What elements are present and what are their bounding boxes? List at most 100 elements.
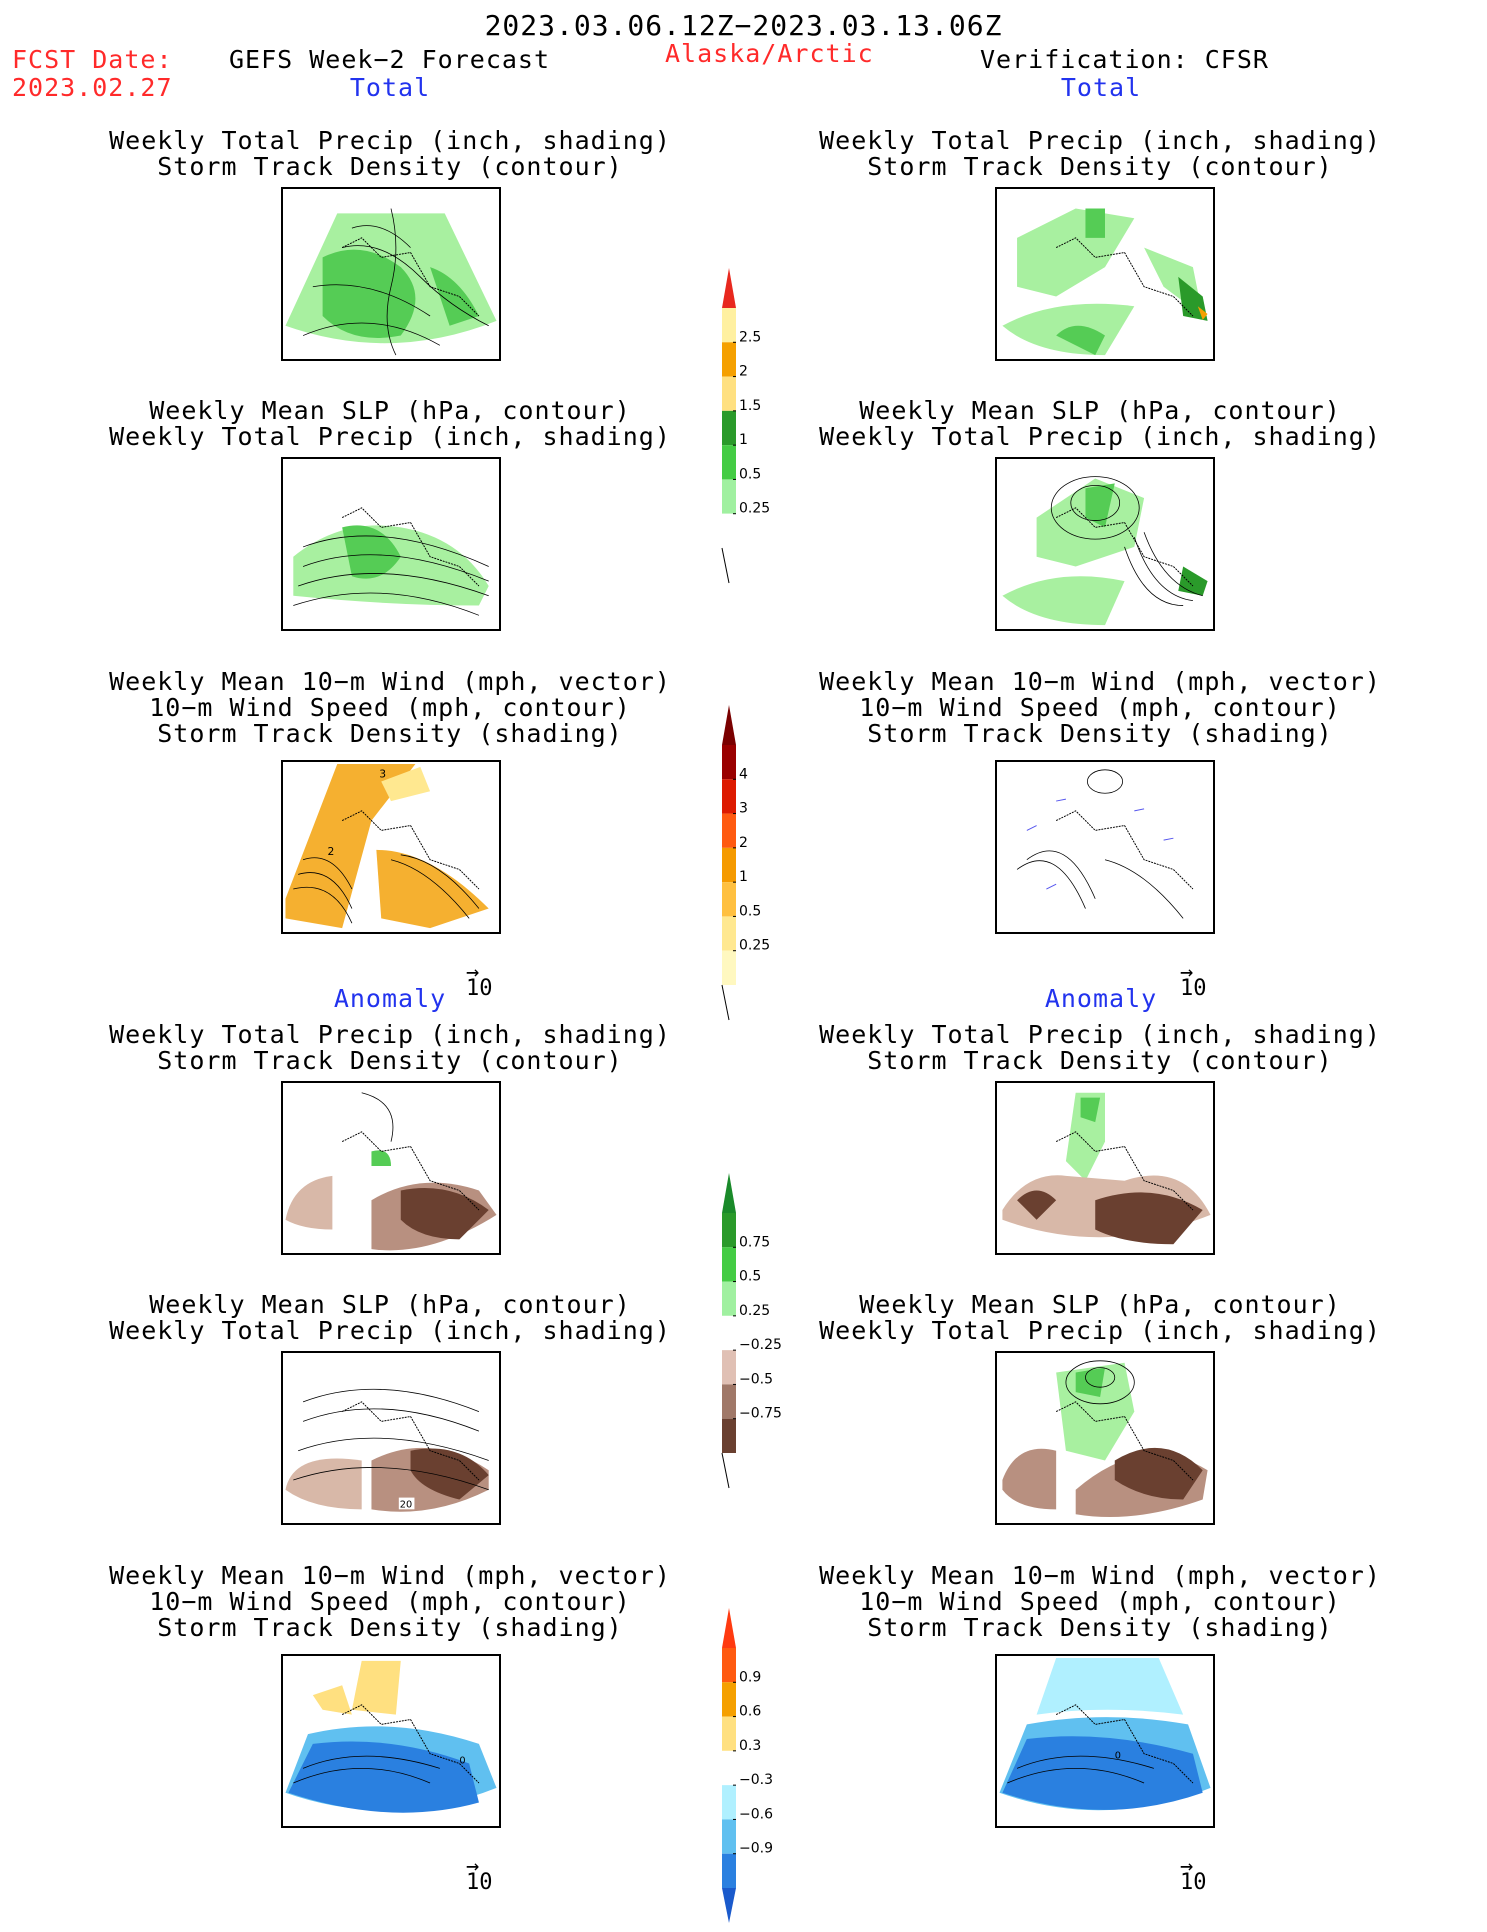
colorbar-label: −0.6 — [739, 1806, 773, 1822]
colorbar-segment — [722, 342, 736, 377]
alaska-map — [999, 208, 1211, 356]
colorbar-label: 0.5 — [739, 903, 761, 919]
region-label: Alaska/Arctic — [665, 39, 874, 68]
panel-title: Storm Track Density (contour) — [867, 152, 1333, 181]
panel-title: Weekly Mean SLP (hPa, contour) — [149, 1290, 631, 1319]
colorbar-segment — [722, 1819, 736, 1854]
map-panel-precip-storm-anom-cfsr — [995, 1081, 1215, 1255]
colorbar-label: 0.25 — [739, 1303, 770, 1319]
colorbar-label: 0.3 — [739, 1738, 761, 1754]
alaska-map — [285, 208, 497, 356]
panel-title: Weekly Total Precip (inch, shading) — [819, 1020, 1381, 1049]
colorbar-label: 1 — [739, 869, 748, 885]
panel-title: Weekly Total Precip (inch, shading) — [109, 126, 671, 155]
panel-title: Weekly Total Precip (inch, shading) — [109, 1316, 671, 1345]
colorbar-segment — [722, 1716, 736, 1751]
panel-title: Weekly Total Precip (inch, shading) — [109, 1020, 671, 1049]
colorbar-segment — [722, 1213, 736, 1248]
colorbar-segment — [722, 513, 736, 548]
colorbar-label: −0.9 — [739, 1841, 773, 1857]
map-panel-slp-precip-total-cfsr — [995, 457, 1215, 631]
colorbar-segment — [722, 1281, 736, 1316]
colorbar-svg: 0.75 0.5 0.25 −0.25 −0.5 −0.75 — [721, 1173, 782, 1489]
colorbar-label: 0.25 — [739, 938, 770, 954]
colorbar-label: 1 — [739, 432, 748, 448]
colorbar-segment — [722, 1418, 736, 1453]
panel-title: Weekly Total Precip (inch, shading) — [109, 422, 671, 451]
alaska-map: 3 2 — [285, 763, 497, 929]
colorbar-bottom-cap — [721, 984, 730, 1021]
vector-ref-arrow: → — [466, 1854, 480, 1879]
alaska-map — [999, 1360, 1211, 1517]
contour-label: 3 — [379, 768, 386, 781]
map-panel-slp-precip-anom-cfsr — [995, 1351, 1215, 1525]
contour-label: 20 — [400, 1499, 412, 1510]
vector-ref-label: 10 — [466, 1870, 493, 1895]
alaska-map: 0 — [285, 1657, 497, 1813]
map-panel-slp-precip-anom-gefs: 20 — [281, 1351, 501, 1525]
panel-title: Storm Track Density (contour) — [867, 1046, 1333, 1075]
left-column-title: GEFS Week−2 Forecast — [229, 45, 551, 74]
right-column-title: Verification: CFSR — [980, 45, 1269, 74]
panel-title: Storm Track Density (contour) — [157, 152, 623, 181]
alaska-map: 0 — [999, 1657, 1211, 1811]
panel-title: Storm Track Density (contour) — [157, 1046, 623, 1075]
fcst-date-value: 2023.02.27 — [12, 73, 173, 102]
colorbar-segment — [722, 1785, 736, 1820]
colorbar-label: 0.25 — [739, 501, 770, 517]
colorbar-label: 0.9 — [739, 1669, 761, 1685]
colorbar-segment — [722, 1247, 736, 1282]
colorbar-segment — [722, 445, 736, 480]
vector-ref-label: 10 — [466, 976, 493, 1001]
colorbar-label: 3 — [739, 801, 748, 817]
panel-title: Weekly Mean 10−m Wind (mph, vector) — [819, 1561, 1381, 1590]
colorbar-storm-total: 4 3 2 1 0.5 0.25 — [721, 705, 802, 1029]
map-panel-wind-total-gefs: 3 2 — [281, 760, 501, 934]
colorbar-label: 0.5 — [739, 1269, 761, 1285]
colorbar-svg: 4 3 2 1 0.5 0.25 — [721, 705, 770, 1021]
colorbar-top-cap — [722, 268, 736, 308]
panel-title: Weekly Mean SLP (hPa, contour) — [859, 1290, 1341, 1319]
colorbar-label: −0.5 — [739, 1371, 773, 1387]
panel-title: 10−m Wind Speed (mph, contour) — [859, 693, 1341, 722]
colorbar-segment — [722, 1350, 736, 1385]
colorbar-segment — [722, 745, 736, 780]
colorbar-segment — [722, 916, 736, 951]
colorbar-segment — [722, 882, 736, 917]
colorbar-svg: 0.9 0.6 0.3 −0.3 −0.6 −0.9 — [722, 1608, 773, 1923]
section-anomaly-left: Anomaly — [333, 984, 447, 1013]
contour-label: 2 — [327, 845, 334, 858]
colorbar-top-cap — [722, 1173, 736, 1213]
panel-title: Weekly Mean 10−m Wind (mph, vector) — [109, 667, 671, 696]
colorbar-precip-anom: 0.75 0.5 0.25 −0.25 −0.5 −0.75 — [721, 1173, 802, 1497]
panel-title: Storm Track Density (shading) — [157, 1613, 623, 1642]
colorbar-bottom-cap — [721, 1452, 730, 1489]
contour-label: 0 — [1115, 1751, 1121, 1762]
colorbar-segment — [722, 1315, 736, 1351]
colorbar-label: 0.5 — [739, 466, 761, 482]
panel-title: Weekly Total Precip (inch, shading) — [819, 422, 1381, 451]
colorbar-segment — [722, 1853, 736, 1888]
panel-title: Storm Track Density (shading) — [867, 1613, 1333, 1642]
colorbar-top-cap — [722, 1608, 736, 1648]
colorbar-segment — [722, 779, 736, 814]
colorbar-label: 2.5 — [739, 329, 761, 345]
colorbar-label: −0.75 — [739, 1406, 782, 1422]
alaska-map: 20 — [285, 1377, 497, 1512]
colorbar-svg: 2.5 2 1.5 1 0.5 0.25 — [721, 268, 770, 584]
vector-ref-label: 10 — [1180, 1870, 1207, 1895]
colorbar-top-cap — [722, 705, 736, 745]
alaska-map — [999, 1092, 1211, 1245]
panel-title: 10−m Wind Speed (mph, contour) — [149, 1587, 631, 1616]
map-panel-wind-anom-gefs: 0 — [281, 1654, 501, 1828]
colorbar-label: 4 — [739, 766, 748, 782]
panel-title: Storm Track Density (shading) — [867, 719, 1333, 748]
vector-ref-arrow: → — [1180, 960, 1194, 985]
colorbar-label: 1.5 — [739, 398, 761, 414]
alaska-map — [999, 763, 1211, 919]
map-panel-precip-storm-total-gefs — [281, 187, 501, 361]
fcst-date-label: FCST Date: — [12, 45, 173, 74]
vector-ref-arrow: → — [466, 960, 480, 985]
colorbar-label: −0.25 — [739, 1337, 782, 1353]
contour-label: 0 — [459, 1755, 465, 1766]
